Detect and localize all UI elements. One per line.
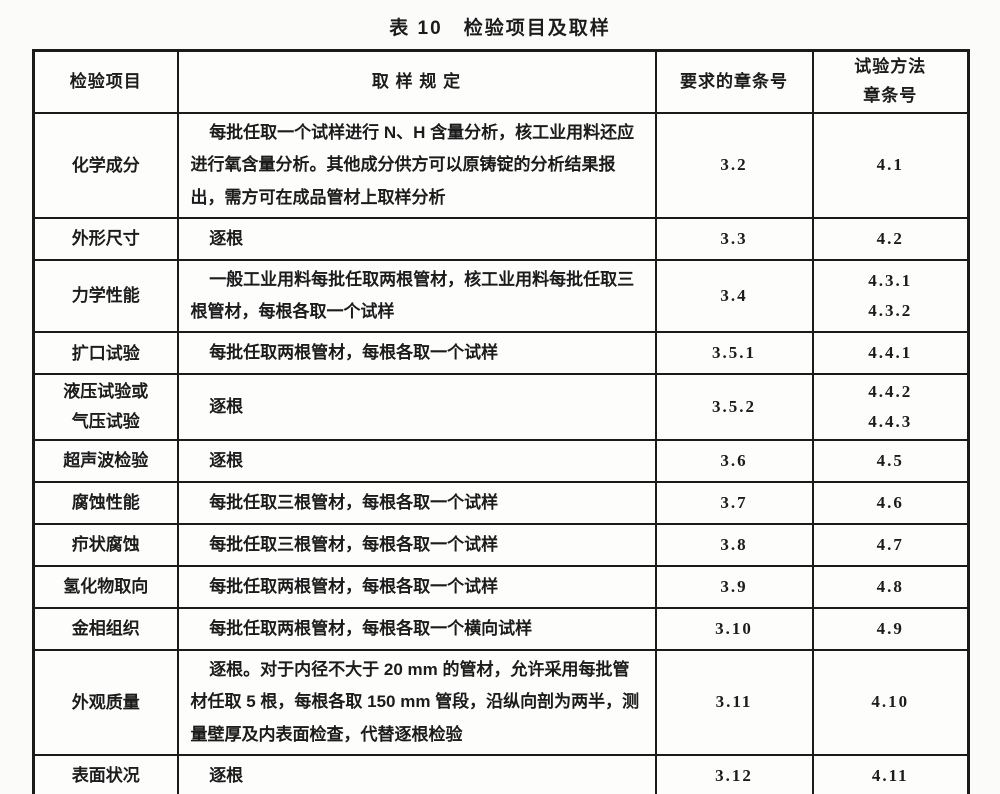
cell-inspection-item: 疖状腐蚀: [32, 522, 179, 567]
cell-test-method-clause: 4.11: [811, 753, 970, 794]
cell-test-method-clause: 4.1: [811, 112, 970, 219]
cell-inspection-item: 液压试验或 气压试验: [32, 373, 179, 441]
cell-requirement-clause: 3.9: [654, 564, 814, 609]
inspection-sampling-table: 检验项目 取 样 规 定 要求的章条号 试验方法 章条号 化学成分 每批任取一个…: [32, 49, 970, 794]
cell-sampling-regulation: 一般工业用料每批任取两根管材，核工业用料每批任取三根管材，每根各取一个试样: [176, 258, 657, 334]
table-row: 疖状腐蚀 每批任取三根管材，每根各取一个试样 3.8 4.7: [32, 522, 970, 567]
cell-test-method-clause: 4.7: [811, 522, 970, 567]
cell-sampling-regulation: 逐根: [176, 438, 657, 483]
cell-test-method-clause: 4.9: [811, 606, 970, 651]
cell-requirement-clause: 3.3: [654, 216, 814, 261]
cell-sampling-regulation: 每批任取两根管材，每根各取一个横向试样: [176, 606, 657, 651]
cell-sampling-regulation: 逐根: [176, 216, 657, 261]
table-header-row: 检验项目 取 样 规 定 要求的章条号 试验方法 章条号: [32, 49, 970, 114]
cell-inspection-item: 化学成分: [32, 112, 179, 219]
cell-sampling-regulation: 逐根: [176, 753, 657, 794]
cell-inspection-item: 外形尺寸: [32, 216, 179, 261]
cell-requirement-clause: 3.6: [654, 438, 814, 483]
cell-requirement-clause: 3.4: [654, 258, 814, 334]
cell-inspection-item: 力学性能: [32, 258, 179, 334]
cell-sampling-regulation: 逐根: [176, 373, 657, 441]
cell-inspection-item: 腐蚀性能: [32, 480, 179, 525]
cell-test-method-clause: 4.6: [811, 480, 970, 525]
header-sampling-regulation: 取 样 规 定: [176, 49, 657, 114]
cell-inspection-item: 表面状况: [32, 753, 179, 794]
cell-sampling-regulation: 每批任取两根管材，每根各取一个试样: [176, 331, 657, 376]
cell-test-method-clause: 4.10: [811, 648, 970, 756]
table-row: 腐蚀性能 每批任取三根管材，每根各取一个试样 3.7 4.6: [32, 480, 970, 525]
cell-sampling-regulation: 每批任取三根管材，每根各取一个试样: [176, 480, 657, 525]
table-row: 超声波检验 逐根 3.6 4.5: [32, 438, 970, 483]
cell-requirement-clause: 3.5.2: [654, 373, 814, 441]
table-row: 表面状况 逐根 3.12 4.11: [32, 753, 970, 794]
cell-requirement-clause: 3.11: [654, 648, 814, 756]
table-row: 扩口试验 每批任取两根管材，每根各取一个试样 3.5.1 4.4.1: [32, 331, 970, 376]
cell-requirement-clause: 3.7: [654, 480, 814, 525]
table-row: 外形尺寸 逐根 3.3 4.2: [32, 216, 970, 261]
table-title: 表 10 检验项目及取样: [389, 18, 611, 39]
header-test-method-clause: 试验方法 章条号: [811, 49, 970, 114]
cell-sampling-regulation: 每批任取两根管材，每根各取一个试样: [176, 564, 657, 609]
header-inspection-item: 检验项目: [32, 49, 179, 114]
cell-test-method-clause: 4.3.1 4.3.2: [811, 258, 970, 334]
cell-requirement-clause: 3.12: [654, 753, 814, 794]
table-row: 化学成分 每批任取一个试样进行 N、H 含量分析，核工业用料还应进行氧含量分析。…: [32, 112, 970, 219]
cell-sampling-regulation: 每批任取三根管材，每根各取一个试样: [176, 522, 657, 567]
cell-inspection-item: 金相组织: [32, 606, 179, 651]
cell-test-method-clause: 4.5: [811, 438, 970, 483]
cell-inspection-item: 超声波检验: [32, 438, 179, 483]
cell-sampling-regulation: 每批任取一个试样进行 N、H 含量分析，核工业用料还应进行氧含量分析。其他成分供…: [176, 112, 657, 219]
cell-inspection-item: 外观质量: [32, 648, 179, 756]
table-body: 化学成分 每批任取一个试样进行 N、H 含量分析，核工业用料还应进行氧含量分析。…: [32, 112, 970, 794]
cell-test-method-clause: 4.4.1: [811, 331, 970, 376]
cell-requirement-clause: 3.8: [654, 522, 814, 567]
cell-sampling-regulation: 逐根。对于内径不大于 20 mm 的管材，允许采用每批管材任取 5 根，每根各取…: [176, 648, 657, 756]
cell-test-method-clause: 4.2: [811, 216, 970, 261]
table-row: 氢化物取向 每批任取两根管材，每根各取一个试样 3.9 4.8: [32, 564, 970, 609]
table-row: 力学性能 一般工业用料每批任取两根管材，核工业用料每批任取三根管材，每根各取一个…: [32, 258, 970, 334]
cell-requirement-clause: 3.2: [654, 112, 814, 219]
cell-test-method-clause: 4.8: [811, 564, 970, 609]
header-requirement-clause: 要求的章条号: [654, 49, 814, 114]
cell-test-method-clause: 4.4.2 4.4.3: [811, 373, 970, 441]
cell-requirement-clause: 3.10: [654, 606, 814, 651]
table-row: 外观质量 逐根。对于内径不大于 20 mm 的管材，允许采用每批管材任取 5 根…: [32, 648, 970, 756]
cell-inspection-item: 扩口试验: [32, 331, 179, 376]
table-row: 液压试验或 气压试验 逐根 3.5.2 4.4.2 4.4.3: [32, 373, 970, 441]
cell-inspection-item: 氢化物取向: [32, 564, 179, 609]
table-row: 金相组织 每批任取两根管材，每根各取一个横向试样 3.10 4.9: [32, 606, 970, 651]
cell-requirement-clause: 3.5.1: [654, 331, 814, 376]
